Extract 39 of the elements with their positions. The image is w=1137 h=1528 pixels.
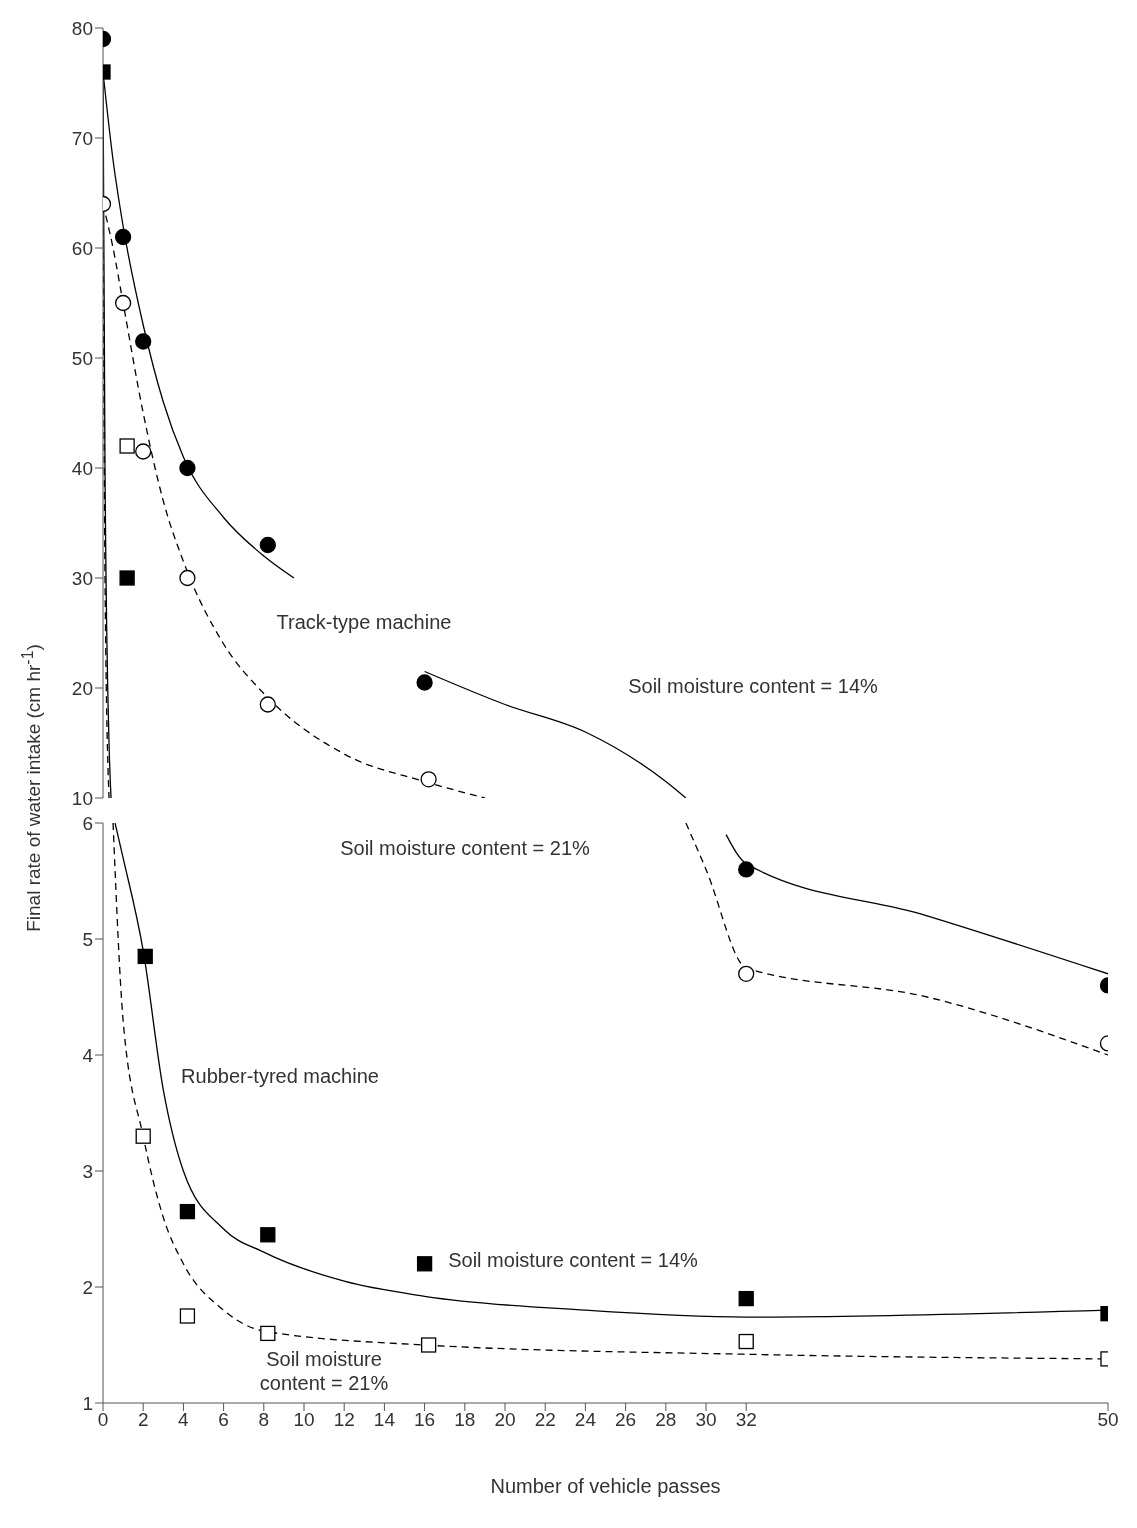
x-tick-label: 0 bbox=[97, 1409, 109, 1431]
y-tick-label: 10 bbox=[71, 787, 93, 809]
y-tick-label: 40 bbox=[71, 457, 93, 479]
x-axis-title: Number of vehicle passes bbox=[490, 1475, 721, 1497]
annotation: Soil moisture content = 14% bbox=[448, 1248, 698, 1272]
y-tick-label: 20 bbox=[71, 677, 93, 699]
x-tick-label: 16 bbox=[414, 1409, 436, 1431]
x-tick-label: 8 bbox=[258, 1409, 270, 1431]
x-tick-label: 6 bbox=[218, 1409, 229, 1431]
y-tick-label: 2 bbox=[82, 1276, 93, 1298]
y-tick-label: 4 bbox=[82, 1044, 94, 1066]
y-tick-label: 60 bbox=[71, 237, 93, 259]
x-tick-label: 28 bbox=[655, 1409, 677, 1431]
annotation: Soil moisture content = 21% bbox=[259, 1347, 389, 1395]
x-tick-label: 30 bbox=[695, 1409, 717, 1431]
x-tick-label: 10 bbox=[293, 1409, 315, 1431]
y-tick-label: 3 bbox=[82, 1160, 93, 1182]
x-tick-label: 4 bbox=[178, 1409, 190, 1431]
y-tick-label: 1 bbox=[82, 1392, 93, 1414]
annotation: Soil moisture content = 14% bbox=[628, 674, 878, 698]
annotation: Rubber-tyred machine bbox=[181, 1064, 379, 1088]
x-tick-label: 22 bbox=[534, 1409, 556, 1431]
x-tick-label: 50 bbox=[1097, 1409, 1119, 1431]
y-tick-label: 30 bbox=[71, 567, 93, 589]
y-tick-label: 6 bbox=[82, 812, 93, 834]
x-tick-label: 24 bbox=[574, 1409, 597, 1431]
annotation: Track-type machine bbox=[276, 610, 452, 634]
x-tick-label: 18 bbox=[454, 1409, 476, 1431]
x-tick-label: 2 bbox=[137, 1409, 149, 1431]
y-tick-label: 5 bbox=[82, 928, 93, 950]
y-tick-label: 70 bbox=[71, 127, 93, 149]
x-tick-label: 12 bbox=[333, 1409, 355, 1431]
x-tick-label: 20 bbox=[494, 1409, 516, 1431]
annotation: Soil moisture content = 21% bbox=[340, 836, 590, 860]
x-tick-label: 14 bbox=[373, 1409, 396, 1431]
y-tick-label: 50 bbox=[71, 347, 93, 369]
x-tick-label: 32 bbox=[735, 1409, 757, 1431]
x-tick-label: 26 bbox=[615, 1409, 637, 1431]
y-tick-label: 80 bbox=[71, 17, 93, 39]
